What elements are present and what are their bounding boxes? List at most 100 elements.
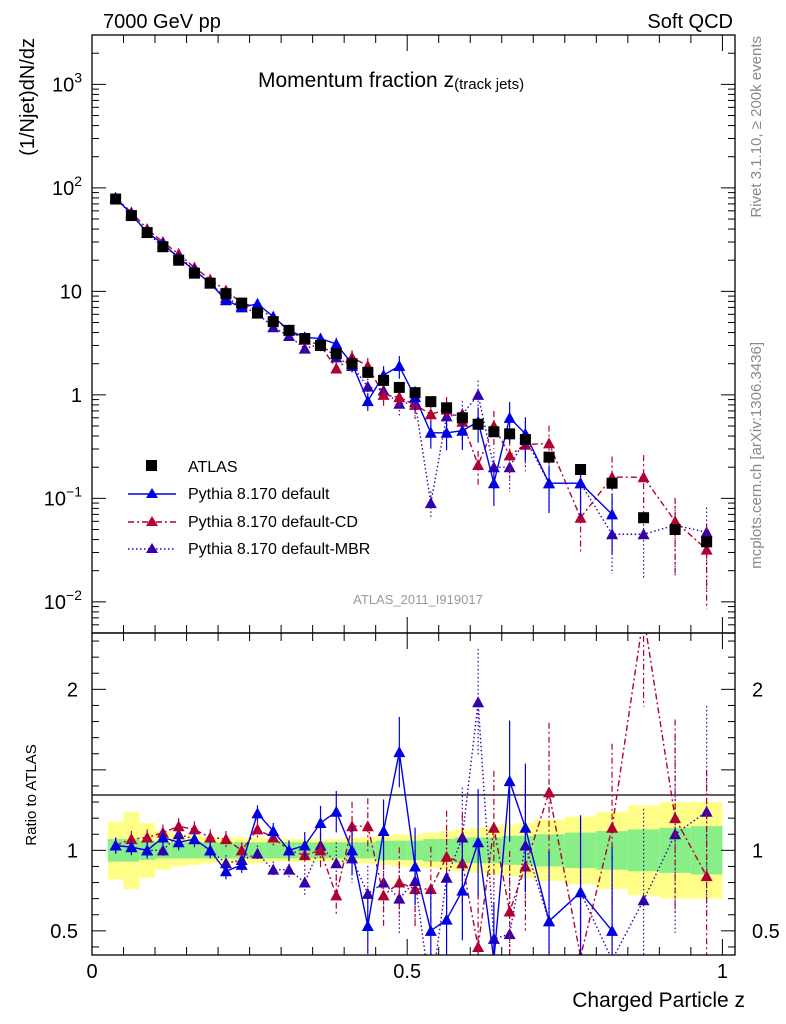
bottom-y-tick-label: 2 xyxy=(67,679,78,701)
legend-marker-cd xyxy=(146,516,158,526)
ratio-marker-def xyxy=(251,807,264,819)
top-y-tick-label: 10−1 xyxy=(44,483,82,510)
ratio-marker-def xyxy=(235,858,248,870)
legend-marker-default xyxy=(146,488,158,498)
inner-band-bin xyxy=(218,842,234,859)
ratio-marker-mbr xyxy=(425,989,437,1000)
ratio-marker-def xyxy=(519,821,532,833)
rivet-label: Rivet 3.1.10, ≥ 200k events xyxy=(748,36,765,218)
ratio-marker-cd xyxy=(125,833,138,845)
ratio-marker-def xyxy=(219,865,232,877)
marker-atlas xyxy=(519,434,531,446)
ratio-marker-cd xyxy=(204,831,217,843)
marker-atlas xyxy=(188,267,200,279)
marker-atlas xyxy=(315,339,327,351)
marker-cd xyxy=(637,471,650,483)
ratio-marker-mbr xyxy=(330,857,343,869)
marker-atlas xyxy=(125,210,137,222)
marker-def xyxy=(219,294,232,306)
ratio-marker-cd xyxy=(346,820,359,832)
ratio-marker-def xyxy=(346,844,359,856)
ratio-marker-def xyxy=(172,836,185,848)
top-y-axis-label: (1/Njet)dN/dz xyxy=(17,38,39,156)
ratio-marker-def xyxy=(361,920,374,932)
ratio-marker-def xyxy=(109,839,122,851)
marker-atlas xyxy=(267,316,279,328)
top-y-tick-label: 102 xyxy=(52,173,82,200)
ratio-marker-cd xyxy=(219,833,232,845)
x-axis-label: Charged Particle z xyxy=(572,989,745,1012)
legend-label-default: Pythia 8.170 default xyxy=(188,486,330,503)
marker-def xyxy=(440,426,453,438)
ratio-marker-cd xyxy=(472,940,485,952)
ratio-marker-def xyxy=(409,860,422,872)
marker-mbr xyxy=(472,388,485,400)
ratio-marker-def xyxy=(125,841,138,853)
marker-atlas xyxy=(638,512,650,524)
ratio-marker-mbr xyxy=(361,887,374,899)
marker-atlas xyxy=(378,374,390,386)
top-y-tick-label: 1 xyxy=(71,385,82,407)
ratio-marker-mbr xyxy=(700,805,713,817)
marker-atlas xyxy=(441,402,453,414)
legend-label-cd: Pythia 8.170 default-CD xyxy=(188,514,358,531)
marker-def xyxy=(487,477,500,489)
marker-atlas xyxy=(606,477,618,489)
marker-atlas xyxy=(543,451,555,463)
ratio-marker-cd xyxy=(503,905,516,917)
ratio-marker-def xyxy=(377,825,390,837)
ratio-marker-cd xyxy=(440,850,453,862)
marker-mbr xyxy=(637,528,650,540)
ratio-marker-def xyxy=(330,805,343,817)
ratio-marker-mbr xyxy=(282,863,295,875)
ratio-marker-cd xyxy=(638,609,650,620)
plot-title-main: Momentum fraction z xyxy=(258,69,454,92)
ratio-marker-def xyxy=(472,836,485,848)
inner-band-bin xyxy=(328,842,345,859)
bottom-panel-series xyxy=(109,609,713,1000)
marker-cd xyxy=(669,515,682,527)
x-tick-label: 1 xyxy=(717,961,728,983)
ratio-marker-cd xyxy=(251,823,264,835)
ratio-marker-mbr xyxy=(503,928,516,940)
ratio-marker-def xyxy=(156,831,169,843)
marker-def xyxy=(251,297,264,309)
series-line-cd xyxy=(115,197,708,551)
ratio-marker-def xyxy=(141,844,154,856)
marker-atlas xyxy=(472,418,484,430)
ratio-marker-cd xyxy=(330,889,343,901)
marker-def xyxy=(361,395,374,407)
legend-label-mbr: Pythia 8.170 default-MBR xyxy=(188,541,370,558)
marker-atlas xyxy=(701,536,713,548)
ratio-marker-mbr xyxy=(251,847,264,859)
marker-atlas xyxy=(236,297,248,309)
ratio-marker-cd xyxy=(235,844,248,856)
marker-cd xyxy=(393,391,406,403)
ratio-marker-mbr xyxy=(219,857,232,869)
marker-atlas xyxy=(393,381,405,393)
bottom-y-tick-label-right: 0.5 xyxy=(752,921,780,943)
marker-atlas xyxy=(425,396,437,408)
ratio-marker-mbr xyxy=(156,844,169,856)
marker-cd xyxy=(424,408,437,420)
axes: 10−2 10−1 1 10 102 103 0 0.5 1 0.5 0.5 1 1 2 2 xyxy=(44,34,780,983)
ratio-marker-def xyxy=(574,886,587,898)
ratio-marker-def xyxy=(282,844,295,856)
top-y-tick-label: 10−2 xyxy=(44,587,82,614)
legend-label-atlas: ATLAS xyxy=(188,459,238,476)
ratio-marker-cd xyxy=(172,820,185,832)
legend-marker-atlas xyxy=(146,460,157,471)
x-tick-label: 0 xyxy=(86,961,97,983)
marker-mbr xyxy=(503,461,516,473)
legend-marker-mbr xyxy=(146,543,158,553)
ratio-marker-def xyxy=(503,775,516,787)
analysis-watermark: ATLAS_2011_I919017 xyxy=(353,592,483,607)
ratio-marker-cd xyxy=(361,820,374,832)
marker-atlas xyxy=(299,333,311,345)
ratio-marker-def xyxy=(393,746,406,758)
marker-cd xyxy=(330,362,343,374)
mcplots-label: mcplots.cern.ch [arXiv:1306.3436] xyxy=(748,342,765,569)
marker-mbr xyxy=(361,380,374,392)
bottom-y-tick-label: 1 xyxy=(67,840,78,862)
ratio-line-cd xyxy=(115,633,708,955)
